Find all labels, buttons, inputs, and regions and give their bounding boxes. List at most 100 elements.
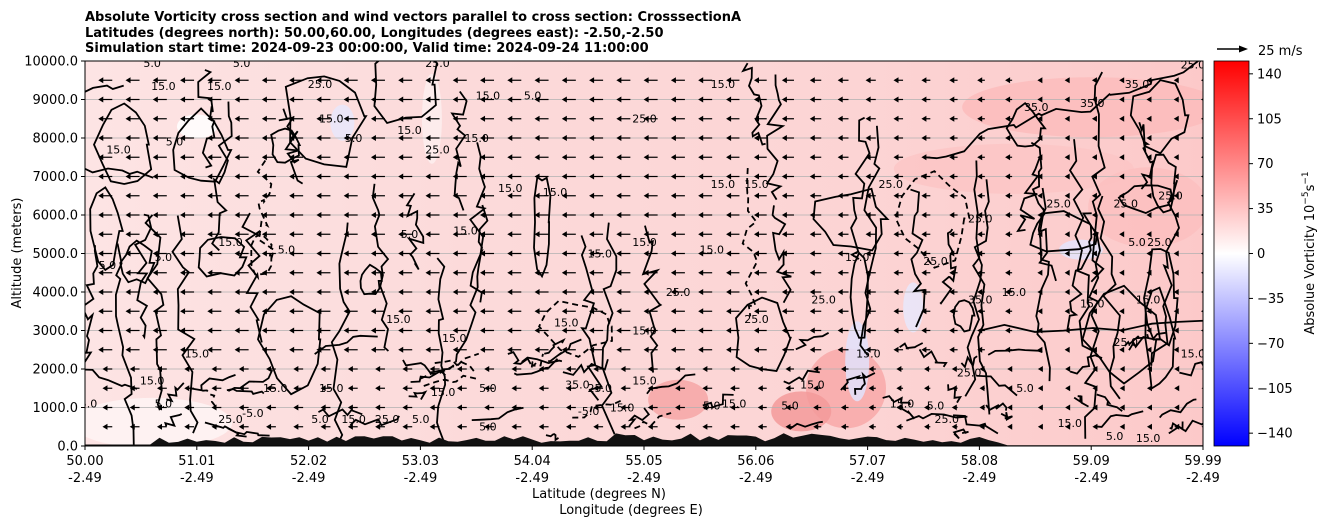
wind-vector-head (152, 308, 158, 315)
wind-vector-head (643, 135, 649, 141)
wind-vector-head (702, 404, 708, 411)
wind-vector-head (726, 154, 732, 161)
wind-vector-head (730, 385, 736, 392)
y-axis-label: Altitude (meters) (10, 198, 25, 309)
wind-vector-head (98, 96, 104, 103)
wind-vector-head (1119, 250, 1125, 257)
wind-vector-head (71, 308, 76, 314)
wind-vector-head (589, 173, 595, 180)
wind-vector-head (1146, 423, 1152, 430)
wind-vector-head (620, 404, 626, 411)
contour-label: 25.0 (811, 294, 836, 307)
wind-vector-head (647, 404, 653, 411)
wind-vector-head (75, 424, 80, 430)
wind-vector-head (951, 385, 957, 392)
y-tick-label: 4000.0 (33, 286, 79, 301)
wind-vector-head (589, 250, 595, 257)
contour-label: 5.0 (412, 413, 430, 426)
wind-vector-head (207, 346, 213, 353)
wind-vector-head (593, 404, 599, 411)
contour-line (906, 412, 968, 422)
contour-loop (1144, 286, 1177, 391)
wind-vector-head (1119, 346, 1125, 353)
contour-line (789, 420, 823, 430)
wind-vector-head (1064, 308, 1070, 315)
wind-vector-head (1091, 192, 1097, 199)
contour-label: 25.0 (218, 413, 243, 426)
wind-vector-head (865, 96, 871, 103)
contour-line (987, 348, 1043, 356)
wind-vector-head (977, 173, 983, 180)
wind-vector-head (234, 327, 240, 334)
wind-vector-head (1037, 231, 1043, 238)
wind-vector-head (452, 115, 458, 122)
wind-vector-head (480, 135, 486, 141)
wind-vector-head (1146, 327, 1152, 334)
wind-vector-head (868, 404, 874, 411)
wind-vector-head (616, 231, 622, 238)
wind-vector-head (398, 192, 404, 199)
wind-vector-head (211, 385, 217, 392)
wind-vector-head (893, 212, 899, 218)
wind-vector-head (125, 154, 131, 161)
contour-label: 25.0 (957, 367, 982, 380)
wind-vector-head (98, 327, 104, 334)
wind-vector-head (507, 327, 513, 334)
wind-vector-head (726, 212, 732, 218)
wind-vector-head (730, 404, 736, 411)
wind-vector-head (402, 366, 408, 372)
wind-vector-head (868, 385, 874, 392)
colorbar-label: Absolue Vorticity 10−5s−1 (1301, 171, 1318, 334)
wind-vector-head (507, 231, 513, 238)
wind-vector-head (180, 308, 186, 315)
wind-vector-head (753, 308, 759, 315)
contour-line (1083, 231, 1101, 439)
contour-loop (894, 170, 971, 269)
wind-vector-head (643, 231, 649, 238)
wind-vector-head (1119, 231, 1125, 238)
wind-vector-head (234, 96, 240, 103)
x-axis-label-latitude: Latitude (degrees N) (532, 487, 666, 502)
wind-vector-head (152, 154, 158, 161)
wind-vector-head (753, 115, 759, 122)
wind-vector-head (809, 96, 815, 103)
wind-vector-head (370, 327, 376, 334)
wind-vector-head (261, 115, 267, 122)
wind-vector-head (425, 289, 431, 295)
wind-vector-head (643, 115, 649, 122)
wind-vector-head (698, 115, 704, 122)
contour-line (371, 183, 390, 352)
colorbar-tick-label: 140 (1257, 67, 1282, 82)
wind-vector-head (234, 308, 240, 315)
wind-vector-head (840, 385, 846, 392)
contour-line (627, 407, 651, 427)
wind-vector-head (979, 423, 985, 430)
wind-vector-head (561, 154, 567, 161)
wind-vector-head (75, 385, 80, 391)
wind-vector-head (534, 327, 540, 334)
wind-vector-head (670, 289, 676, 295)
wind-vector-head (1064, 135, 1070, 141)
wind-vector-head (643, 192, 649, 199)
wind-vector-head (125, 269, 131, 276)
wind-vector-head (152, 269, 158, 276)
wind-vector-head (893, 154, 899, 161)
contour-line (1035, 187, 1051, 382)
wind-vector-head (977, 212, 983, 218)
wind-vector-head (480, 154, 486, 161)
wind-vector-head (207, 77, 213, 84)
wind-vector-head (561, 212, 567, 218)
y-tick-label: 7000.0 (33, 170, 79, 185)
wind-vector-head (698, 327, 704, 334)
contour-label: 25.0 (923, 255, 948, 268)
contour-label: 15.0 (1002, 286, 1027, 299)
wind-vector-head (234, 77, 240, 84)
contour-label: 15.0 (476, 90, 501, 103)
wind-vector-head (1037, 250, 1043, 257)
wind-vector-head (949, 289, 955, 295)
wind-vector-head (98, 231, 104, 238)
contour-label: 5.0 (155, 251, 173, 264)
wind-vector-head (809, 115, 815, 122)
wind-vector-head (1005, 289, 1011, 295)
wind-vector-head (425, 327, 431, 334)
